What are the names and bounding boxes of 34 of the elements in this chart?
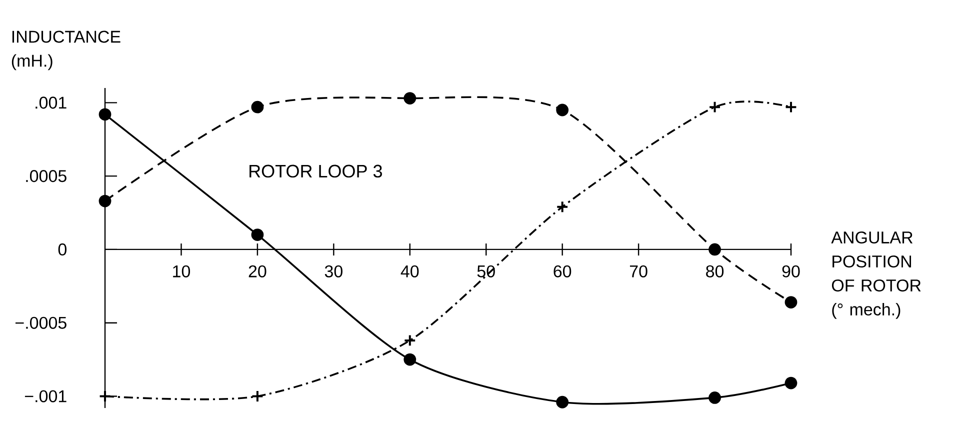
- y-tick-label: −.0005: [16, 316, 66, 329]
- point: [251, 390, 264, 402]
- point: [404, 334, 416, 347]
- point: [98, 194, 112, 208]
- point: [404, 353, 416, 366]
- point: [784, 296, 798, 308]
- x-tick-label: 90: [782, 265, 800, 278]
- point: [98, 108, 112, 121]
- x-axis-title: ANGULAR POSITION OF ROTOR (° mech.): [831, 231, 921, 319]
- x-tick-label: 40: [400, 265, 419, 278]
- point: [251, 228, 264, 241]
- point: [556, 200, 569, 214]
- point: [708, 100, 721, 114]
- x-tick-label: 30: [324, 265, 342, 278]
- y-tick-label: .0005: [26, 170, 66, 182]
- point: [708, 392, 721, 404]
- x-tick-label: 70: [630, 265, 648, 278]
- y-axis-title: INDUCTANCE (mH.): [12, 30, 120, 70]
- x-tick-label: 80: [706, 265, 724, 278]
- point: [556, 104, 569, 116]
- y-tick-label: .001: [36, 96, 66, 109]
- y-tick-label: −.001: [24, 390, 66, 402]
- point: [556, 396, 569, 408]
- annotation: ROTOR LOOP 3: [250, 164, 382, 178]
- y-tick-label: 0: [58, 243, 66, 256]
- x-tick-label: 60: [554, 265, 572, 278]
- point: [98, 390, 112, 402]
- x-tick-label: 10: [173, 265, 190, 278]
- point: [708, 243, 721, 256]
- point: [251, 100, 264, 114]
- point: [784, 376, 798, 390]
- point: [784, 100, 798, 114]
- x-tick-label: 20: [248, 265, 266, 278]
- point: [404, 92, 416, 104]
